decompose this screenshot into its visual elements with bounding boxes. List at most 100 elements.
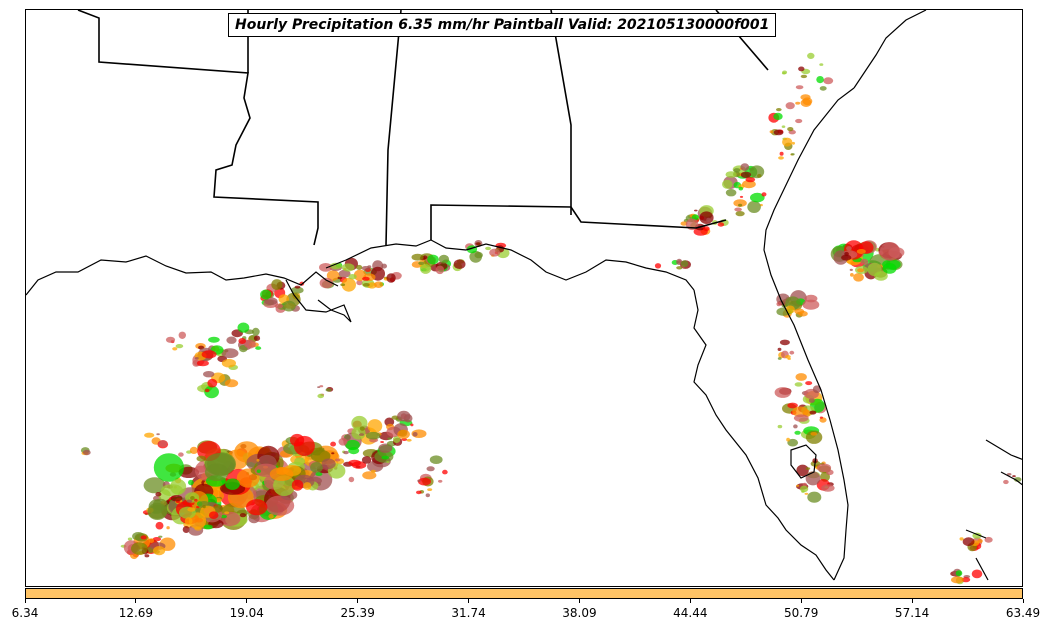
precip-blob: [319, 447, 325, 452]
precip-blob: [846, 246, 852, 251]
precip-blob: [761, 192, 767, 197]
precip-blob: [810, 432, 818, 436]
precip-blob: [224, 379, 239, 388]
precip-blob: [326, 270, 340, 281]
colorbar-tick-label: 50.79: [784, 606, 819, 620]
map-panel: [25, 9, 1023, 587]
precip-blob: [717, 222, 725, 227]
precip-blob: [190, 496, 195, 500]
precip-blob: [317, 386, 321, 388]
precip-blob: [680, 260, 689, 268]
colorbar-tick-mark: [689, 599, 691, 603]
precip-blob: [246, 499, 268, 516]
precip-blob: [426, 466, 435, 472]
precip-blob: [253, 335, 261, 342]
precip-blob: [823, 77, 834, 85]
precip-blob: [427, 254, 439, 265]
precip-blob: [955, 570, 963, 577]
precip-blob: [794, 382, 803, 387]
precip-blob: [204, 388, 210, 393]
precip-blob: [317, 393, 325, 399]
precip-blob: [785, 102, 795, 110]
precip-blob: [319, 263, 333, 272]
precip-blob: [787, 127, 794, 132]
precip-blob: [380, 441, 384, 443]
precip-blob: [676, 266, 683, 270]
precip-blob: [182, 526, 190, 533]
coast-mississippi-delta: [285, 279, 352, 323]
precip-blob: [282, 300, 296, 312]
precip-blob: [798, 66, 805, 72]
colorbar-tick-label: 6.34: [11, 606, 39, 620]
precip-blob: [362, 276, 370, 281]
precip-blob: [338, 269, 351, 278]
precip-blob: [779, 151, 784, 156]
precip-blob: [787, 402, 798, 409]
precip-blob: [739, 195, 744, 198]
colorbar-tick-mark: [1022, 599, 1024, 603]
precip-blob: [144, 554, 150, 558]
precip-blob: [251, 327, 260, 336]
precip-blob: [356, 264, 363, 270]
precip-blob: [874, 271, 888, 281]
coast-gulf-central: [325, 239, 695, 291]
precip-blob: [148, 538, 155, 543]
precip-blob: [795, 85, 804, 90]
precip-blob: [795, 373, 807, 381]
precip-blob: [224, 511, 230, 515]
precip-blob: [795, 118, 803, 124]
precip-blob: [779, 339, 790, 346]
precip-blob: [256, 458, 260, 462]
precip-blob: [269, 467, 294, 481]
colorbar-tick-mark: [911, 599, 913, 603]
precip-blob: [420, 264, 431, 272]
precip-blob: [256, 469, 261, 473]
precip-blob: [361, 266, 371, 271]
precip-blob: [785, 355, 791, 359]
precip-blob: [153, 546, 166, 556]
precip-blob: [147, 502, 168, 520]
precip-blob: [325, 388, 332, 392]
precip-blob: [725, 189, 737, 197]
precip-blob: [82, 449, 91, 456]
precip-blob: [438, 254, 450, 264]
precip-blob: [722, 179, 733, 189]
precip-blob: [706, 217, 711, 223]
colorbar-tick-label: 12.69: [118, 606, 154, 620]
precip-blob: [397, 429, 410, 439]
precip-blob: [777, 347, 782, 351]
precip-blob: [984, 536, 993, 543]
precip-blob: [204, 385, 220, 399]
precip-blob: [725, 171, 737, 178]
coast-louisiana: [26, 255, 339, 296]
precip-blob: [800, 74, 808, 79]
precip-blob: [951, 576, 964, 584]
precip-blob: [738, 203, 743, 207]
precip-blob: [453, 259, 466, 269]
colorbar-tick-label: 44.44: [673, 606, 708, 620]
precip-blob: [156, 433, 160, 436]
precip-blob: [474, 251, 483, 259]
colorbar-tick-mark: [357, 599, 359, 603]
precip-blob: [742, 180, 756, 189]
precip-blob: [738, 186, 744, 191]
precip-blob: [435, 265, 445, 275]
precip-blob: [386, 461, 390, 463]
precip-blob: [356, 280, 363, 286]
precip-blob: [805, 430, 823, 444]
precip-blob: [321, 458, 336, 470]
precip-blob: [972, 532, 982, 539]
precip-blob: [959, 537, 964, 541]
state-line-louisiana-west: [77, 10, 319, 246]
precip-blob: [175, 344, 184, 349]
precip-blob: [417, 479, 421, 483]
precip-blob: [850, 273, 854, 277]
precip-blob: [961, 577, 971, 583]
precip-blob: [201, 350, 217, 359]
precip-blob: [676, 258, 683, 265]
precip-blob: [343, 450, 349, 455]
precip-blob: [778, 156, 784, 160]
precip-blob: [694, 209, 698, 212]
precip-blob: [178, 452, 184, 457]
precip-blob: [485, 246, 492, 251]
